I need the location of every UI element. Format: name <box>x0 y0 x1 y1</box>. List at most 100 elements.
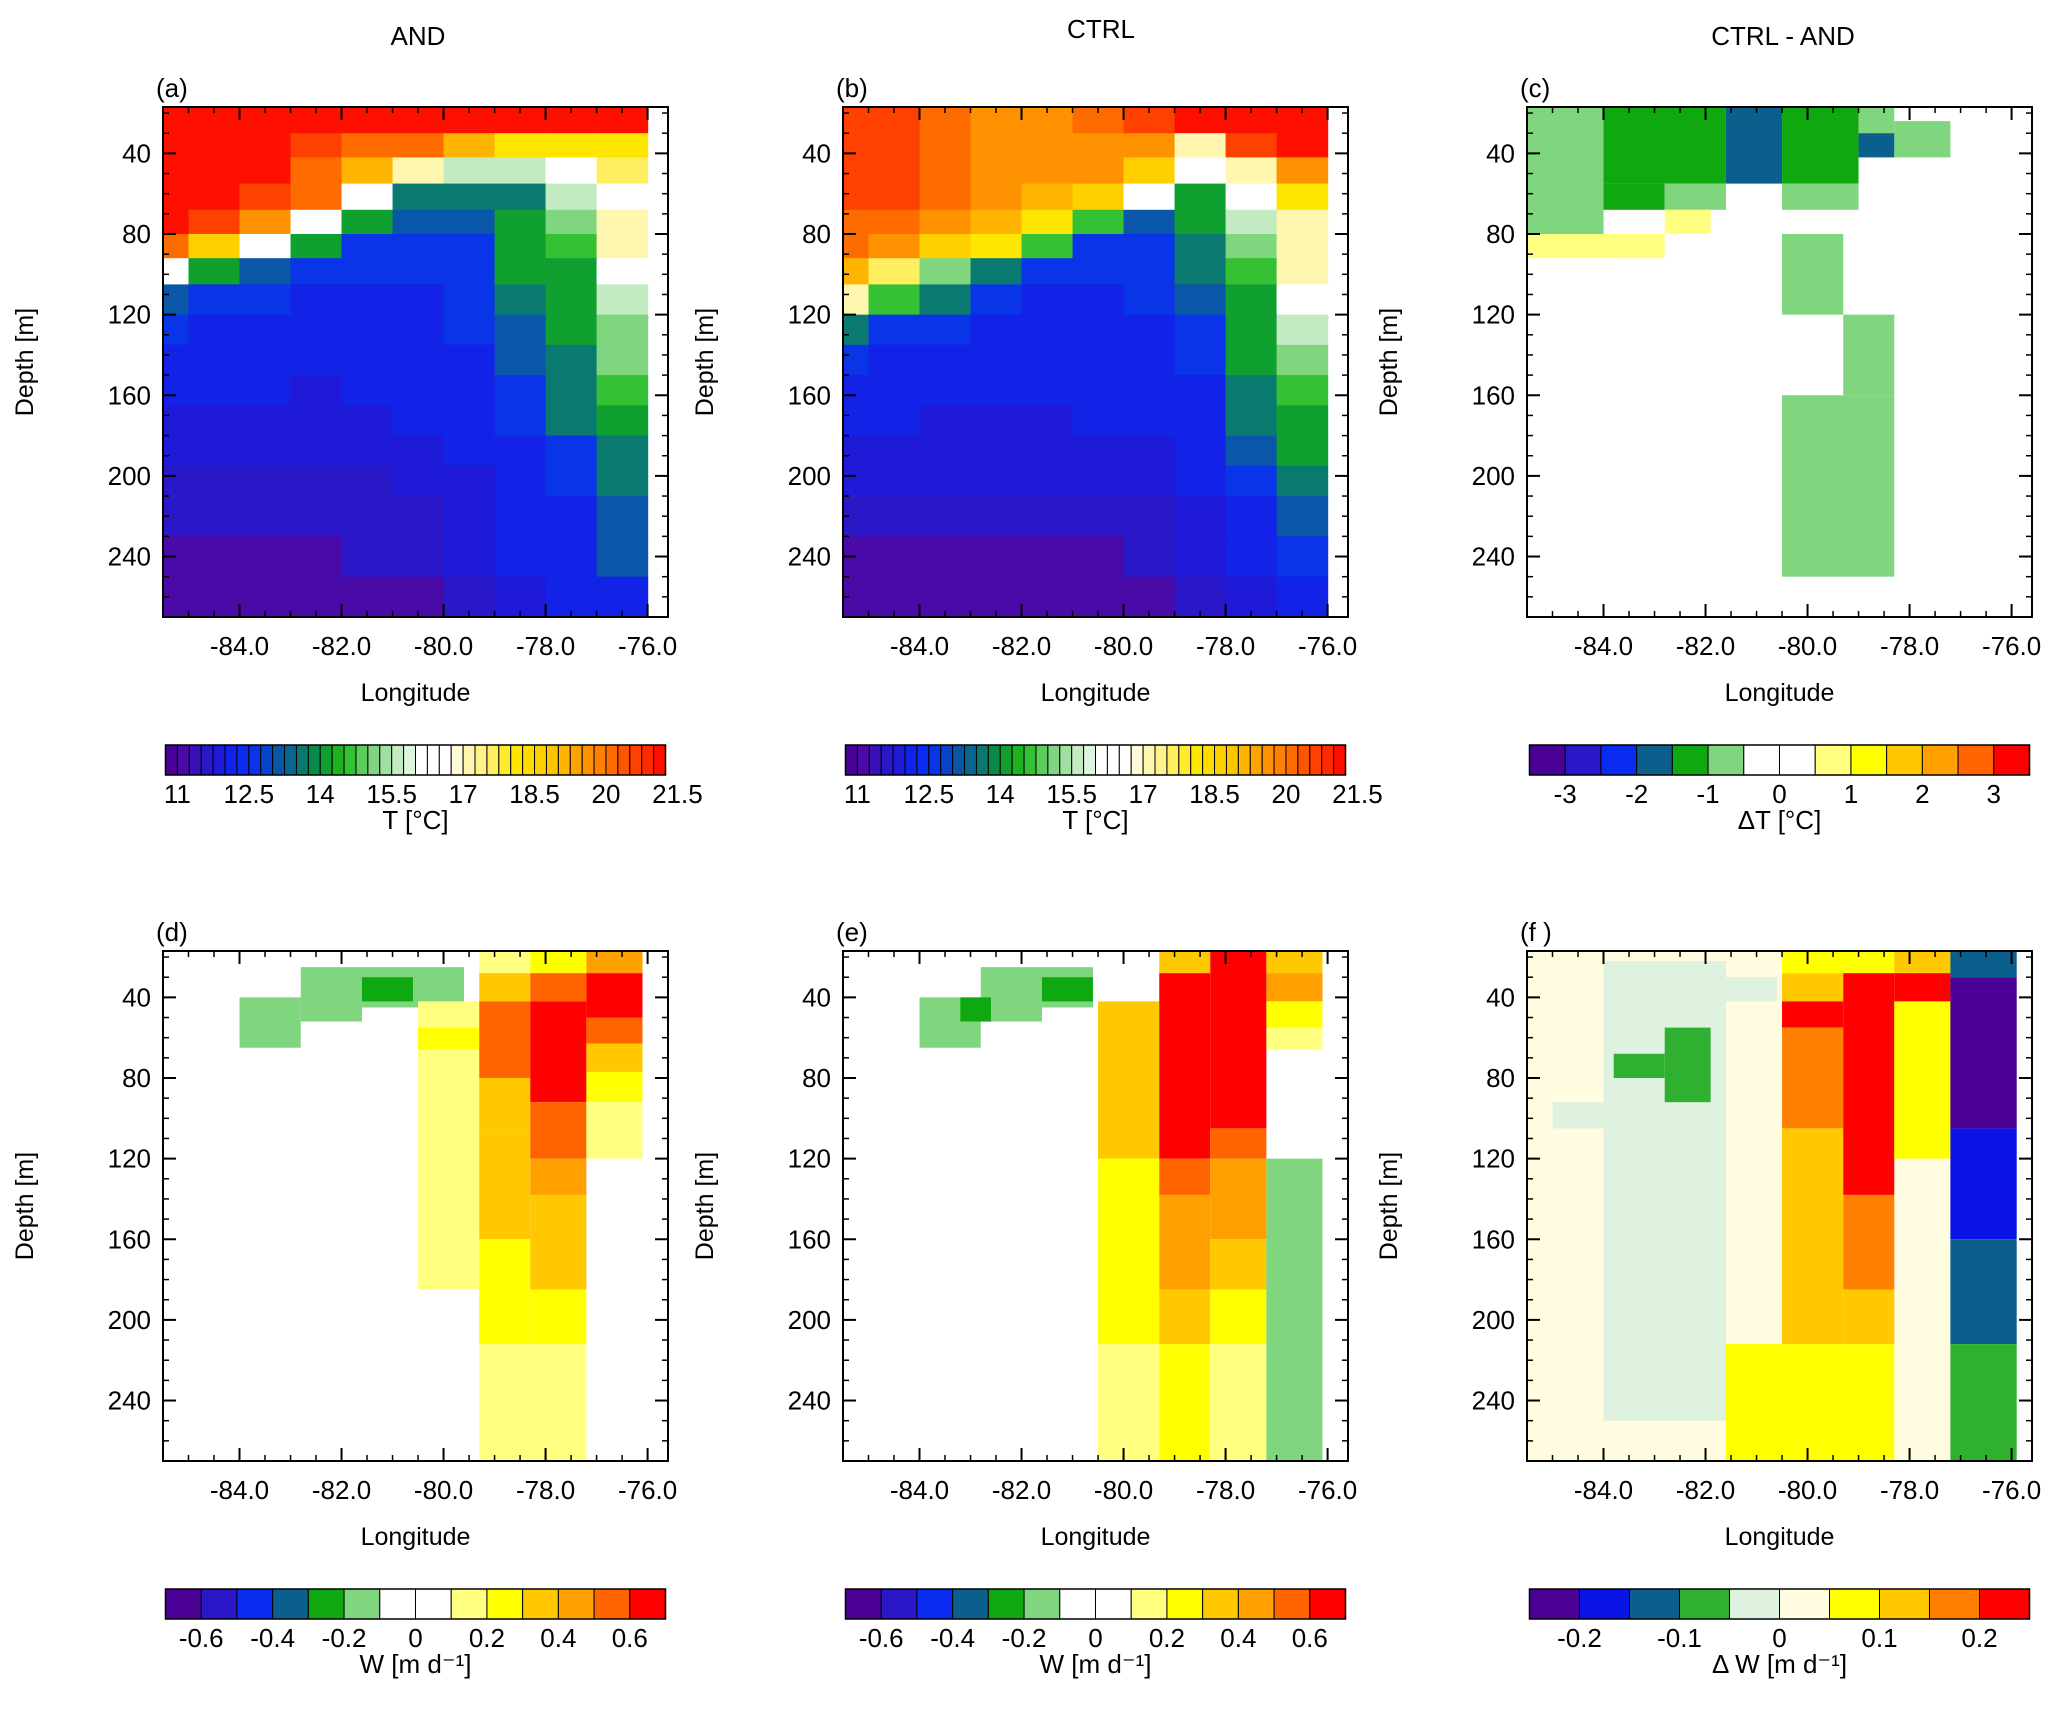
colorbar-tick-label: 12.5 <box>904 779 955 809</box>
heatmap-cell <box>919 496 972 537</box>
x-tick-label: -82.0 <box>1676 631 1735 661</box>
colorbar: 11 12.5 14 15.5 17 18.5 20 21.5 T [°C] <box>844 744 1383 835</box>
colorbar-swatch <box>1993 744 2031 776</box>
colorbar-swatch <box>284 744 297 776</box>
heatmap-cell <box>1072 576 1125 617</box>
colorbar-swatch <box>450 1588 488 1620</box>
colorbar-tick-label: -0.2 <box>1002 1623 1047 1653</box>
heatmap-cell <box>290 314 343 346</box>
heatmap-cell <box>163 405 190 437</box>
heatmap-cell <box>530 973 587 1002</box>
heatmap-cell <box>239 405 292 437</box>
colorbar-title: Δ W [m d⁻¹] <box>1712 1649 1847 1679</box>
heatmap-cell <box>868 258 921 285</box>
heatmap-cell <box>443 465 496 497</box>
heatmap-cell <box>919 183 972 211</box>
colorbar-swatch <box>1059 1588 1097 1620</box>
heatmap-cell <box>494 284 547 316</box>
colorbar-title: T [°C] <box>1062 805 1128 835</box>
colorbar-swatch <box>1237 744 1251 776</box>
colorbar-swatch <box>1142 744 1156 776</box>
heatmap-cell <box>392 284 445 316</box>
colorbar-swatch <box>522 1588 559 1620</box>
heatmap-cell <box>596 258 649 285</box>
heatmap-cell <box>290 258 343 285</box>
heatmap-cell <box>919 435 972 467</box>
y-tick-label: 80 <box>1486 219 1515 249</box>
colorbar-tick-label: 14 <box>306 779 335 809</box>
heatmap-cell <box>290 183 343 211</box>
heatmap-cell <box>1123 344 1176 376</box>
y-tick-label: 120 <box>788 1144 831 1174</box>
colorbar-swatch <box>1529 1588 1580 1620</box>
heatmap-cell <box>1782 395 1895 577</box>
heatmap-cell <box>545 405 598 437</box>
heatmap-cell <box>1159 1344 1211 1461</box>
heatmap-cell <box>596 209 649 235</box>
heatmap-cell <box>188 157 241 185</box>
heatmap-cell <box>919 258 972 285</box>
colorbar-tick-label: -0.6 <box>859 1623 904 1653</box>
x-tick-label: -84.0 <box>210 631 269 661</box>
colorbar-swatch <box>593 744 607 776</box>
major-ticks <box>843 951 1348 1461</box>
heatmap-cell <box>1950 1344 2017 1461</box>
heatmap-cell <box>188 209 241 235</box>
heatmap-cell <box>239 344 292 376</box>
x-tick-label: -80.0 <box>414 631 473 661</box>
heatmap-cell <box>1072 344 1125 376</box>
plot-frame <box>1526 106 2033 618</box>
x-axis-label: Longitude <box>1725 679 1835 707</box>
colorbar-swatch <box>1679 1588 1730 1620</box>
colorbar-swatch <box>355 744 369 776</box>
heatmap-cell <box>1174 233 1227 259</box>
heatmap-cell <box>479 1128 531 1240</box>
panel-f: -84.0 -82.0 -80.0 -78.0 -76.0 40 80 120 160 200 24… <box>1375 917 2041 1679</box>
heatmap-cell <box>843 465 870 497</box>
heatmap-cell <box>1858 107 1895 134</box>
heatmap-cell <box>1174 405 1227 437</box>
heatmap-cell <box>1894 1001 1951 1159</box>
plot-frame <box>162 106 669 618</box>
colorbar-swatch <box>486 1588 524 1620</box>
heatmap-cell <box>545 496 598 537</box>
heatmap-cell <box>163 233 190 259</box>
colorbar-swatch <box>1249 744 1263 776</box>
colorbar-frame <box>1528 744 2031 776</box>
colorbar-tick-label: 0.4 <box>1220 1623 1256 1653</box>
panel-d: -84.0 -82.0 -80.0 -78.0 -76.0 40 80 120 160 200 24… <box>11 917 677 1679</box>
colorbar-swatch <box>856 744 870 776</box>
y-tick-label: 200 <box>108 461 151 491</box>
colorbar: -0.2 -0.1 0 0.1 0.2 Δ W [m d⁻¹] <box>1528 1588 2031 1679</box>
colorbar-swatch <box>1095 744 1108 776</box>
heatmap-cell <box>596 314 649 346</box>
colorbar-swatch <box>1023 1588 1061 1620</box>
colorbar-swatch <box>940 744 954 776</box>
heatmap-cell <box>1225 133 1278 158</box>
heatmap-cell <box>1159 1158 1211 1195</box>
x-tick-label: -76.0 <box>1298 1475 1357 1505</box>
heatmap-cell <box>1664 233 1711 259</box>
heatmap-cell <box>341 576 394 617</box>
panel-label: (b) <box>836 73 868 103</box>
heatmap-cell <box>290 496 343 537</box>
colorbar-swatch <box>188 744 202 776</box>
minor-ticks <box>843 951 1348 1461</box>
colorbar-swatch <box>1921 744 1959 776</box>
heatmap-cell <box>1782 951 1844 974</box>
colorbar-swatch <box>593 1588 631 1620</box>
heatmap-cell <box>1021 284 1074 316</box>
colorbar-swatch <box>367 744 381 776</box>
heatmap-cell <box>530 1001 587 1103</box>
heatmap-cell <box>1225 183 1278 211</box>
heatmap-cell <box>1225 284 1278 316</box>
heatmap-cell <box>868 576 921 617</box>
heatmap-cell <box>1210 1344 1267 1461</box>
colorbar-swatch <box>1297 744 1311 776</box>
colorbar-tick-label: 0 <box>1088 1623 1102 1653</box>
colorbar-frame <box>844 744 1347 776</box>
y-tick-label: 120 <box>788 300 831 330</box>
heatmap-cell <box>1782 973 1844 1002</box>
heatmap-cell <box>443 435 496 467</box>
heatmap-cell <box>1225 258 1278 285</box>
